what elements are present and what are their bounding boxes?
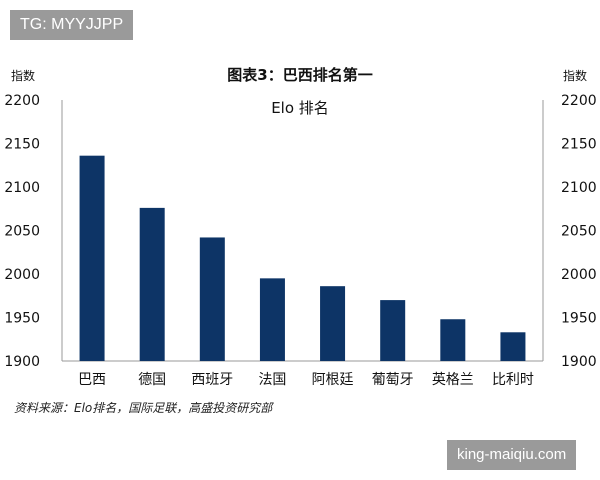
y-tick-left: 2000 — [4, 267, 40, 283]
chart-axes — [61, 100, 544, 362]
x-tick-label: 英格兰 — [432, 371, 474, 388]
watermark-bottom: king-maiqiu.com — [447, 440, 577, 470]
bar — [259, 278, 285, 361]
x-tick-label: 巴西 — [78, 372, 106, 388]
bar — [320, 286, 346, 361]
x-tick-label: 阿根廷 — [312, 372, 354, 388]
chart-title: 图表3：巴西排名第一 — [227, 66, 372, 84]
x-tick-label: 西班牙 — [191, 372, 233, 388]
chart-bars — [79, 155, 526, 361]
x-tick-label: 比利时 — [492, 372, 534, 388]
bar — [500, 332, 526, 361]
y-tick-right: 2050 — [561, 224, 597, 240]
y-tick-labels: 1900 1900 1950 1950 2000 2000 2050 2050 2100 2100… — [4, 93, 596, 370]
y-tick-right: 2100 — [561, 180, 597, 196]
x-tick-labels: 巴西 德国 西班牙 法国 阿根廷 葡萄牙 英格兰 比利时 — [78, 371, 534, 388]
x-tick-label: 葡萄牙 — [372, 372, 414, 388]
y-axis-label-right: 指数 — [563, 68, 587, 83]
bar — [440, 319, 466, 361]
y-axis-label-left: 指数 — [11, 68, 35, 83]
y-tick-right: 1950 — [561, 311, 597, 327]
x-tick-label: 德国 — [138, 372, 166, 388]
y-tick-left: 2200 — [4, 93, 40, 109]
source-note: 资料来源：Elo排名，国际足联，高盛投资研究部 — [14, 401, 273, 415]
chart-subtitle: Elo 排名 — [271, 99, 329, 117]
bar — [199, 237, 225, 361]
y-tick-right: 2200 — [561, 93, 597, 109]
y-tick-left: 2050 — [4, 224, 40, 240]
watermark-top: TG: MYYJJPP — [10, 10, 134, 40]
bar — [79, 155, 105, 361]
y-tick-right: 1900 — [561, 354, 597, 370]
y-tick-left: 2150 — [4, 137, 40, 153]
x-tick-label: 法国 — [258, 372, 286, 388]
y-tick-left: 1900 — [4, 354, 40, 370]
y-tick-right: 2000 — [561, 267, 597, 283]
y-tick-left: 2100 — [4, 180, 40, 196]
y-tick-right: 2150 — [561, 137, 597, 153]
bar — [380, 300, 406, 361]
bar-chart: 图表3：巴西排名第一 Elo 排名 指数 指数 巴西 德国 西班牙 法国 阿根廷 葡萄牙 英… — [4, 66, 596, 388]
bar — [139, 207, 165, 361]
y-tick-left: 1950 — [4, 311, 40, 327]
